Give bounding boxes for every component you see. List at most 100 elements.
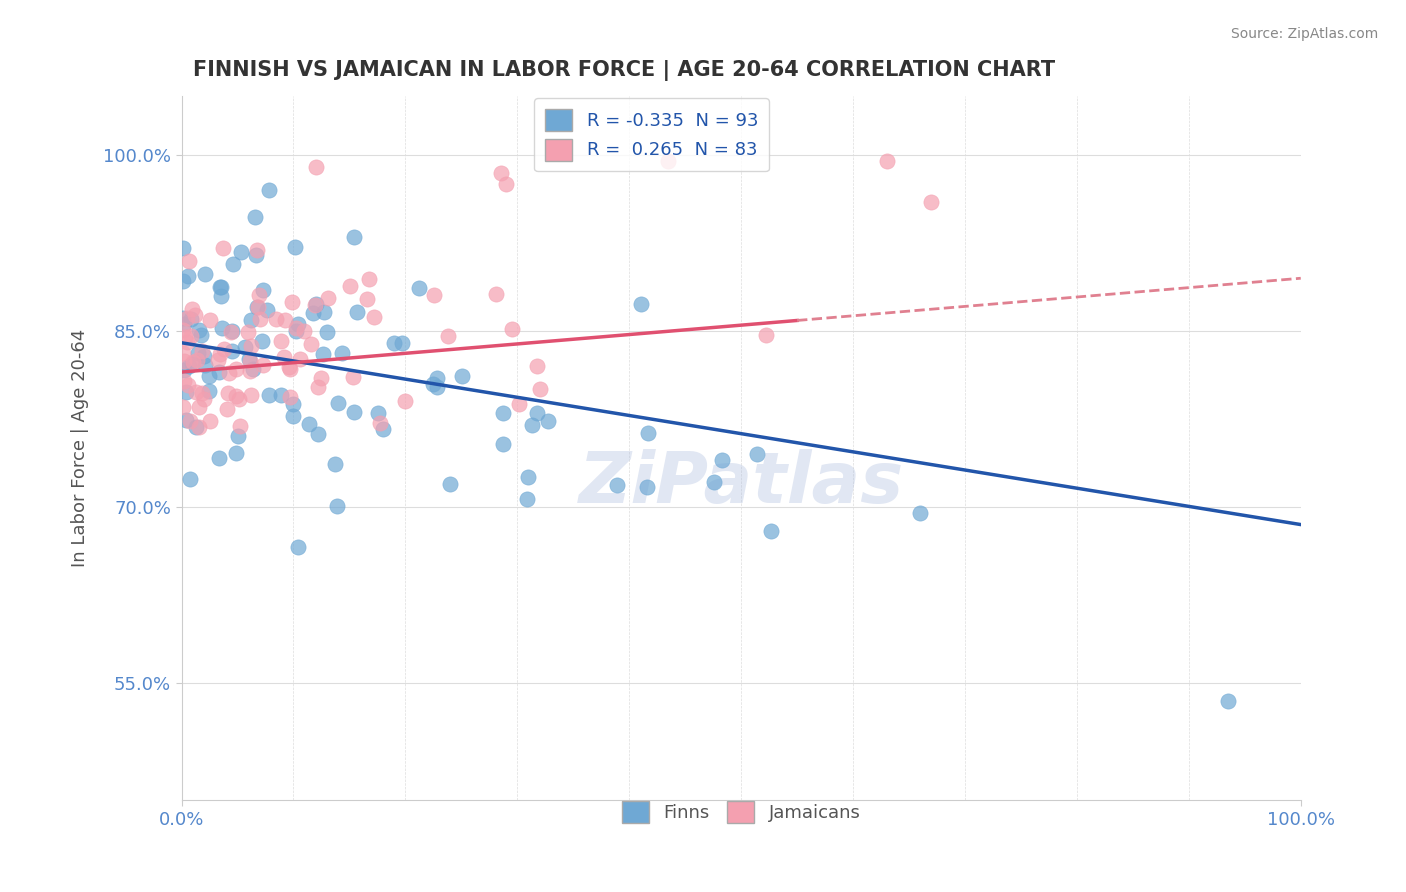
Finns [179, 472, 201, 486]
Finns [298, 417, 321, 431]
Finns [246, 300, 269, 314]
Finns [391, 336, 413, 351]
Jamaicans [174, 330, 197, 344]
Finns [238, 351, 260, 366]
Finns [537, 414, 560, 428]
Finns [174, 413, 197, 427]
Finns [180, 312, 202, 326]
Jamaicans [290, 352, 312, 367]
Jamaicans [219, 325, 242, 339]
Finns [221, 344, 243, 359]
Jamaicans [274, 313, 297, 327]
Finns [439, 477, 461, 491]
Finns [343, 405, 366, 419]
Finns [190, 328, 212, 343]
Jamaicans [422, 288, 444, 302]
Finns [761, 524, 783, 538]
Jamaicans [247, 288, 270, 302]
Finns [270, 388, 292, 402]
Jamaicans [183, 308, 205, 322]
Jamaicans [172, 346, 194, 360]
Finns [492, 406, 515, 420]
Finns [522, 418, 544, 433]
Finns [343, 229, 366, 244]
Finns [346, 305, 368, 319]
Y-axis label: In Labor Force | Age 20-64: In Labor Force | Age 20-64 [72, 329, 89, 567]
Jamaicans [278, 390, 301, 404]
Jamaicans [489, 166, 512, 180]
Finns [211, 321, 233, 335]
Jamaicans [193, 392, 215, 406]
Finns [193, 268, 215, 282]
Jamaicans [280, 362, 302, 376]
Finns [367, 406, 389, 420]
Finns [302, 306, 325, 320]
Jamaicans [318, 291, 340, 305]
Legend: Finns, Jamaicans: Finns, Jamaicans [610, 789, 872, 833]
Finns [172, 241, 194, 255]
Finns [287, 540, 309, 554]
Finns [710, 453, 733, 467]
Finns [233, 340, 256, 354]
Jamaicans [228, 419, 250, 434]
Finns [245, 248, 267, 262]
Finns [408, 281, 430, 295]
Finns [186, 419, 208, 434]
Finns [222, 257, 245, 271]
Finns [281, 409, 304, 424]
Jamaicans [228, 392, 250, 406]
Finns [312, 304, 335, 318]
Jamaicans [173, 374, 195, 388]
Finns [526, 406, 548, 420]
Finns [745, 447, 768, 461]
Finns [257, 388, 280, 402]
Finns [606, 477, 628, 491]
Jamaicans [214, 342, 236, 356]
Jamaicans [437, 329, 460, 343]
Text: FINNISH VS JAMAICAN IN LABOR FORCE | AGE 20-64 CORRELATION CHART: FINNISH VS JAMAICAN IN LABOR FORCE | AGE… [193, 60, 1054, 80]
Finns [225, 446, 247, 460]
Jamaicans [264, 311, 287, 326]
Jamaicans [184, 385, 207, 400]
Jamaicans [191, 385, 214, 400]
Finns [173, 318, 195, 332]
Jamaicans [246, 243, 269, 257]
Jamaicans [225, 389, 247, 403]
Finns [245, 210, 267, 224]
Jamaicans [876, 153, 898, 168]
Jamaicans [309, 371, 332, 385]
Finns [516, 491, 538, 506]
Jamaicans [207, 352, 229, 367]
Finns [287, 317, 309, 331]
Finns [326, 396, 349, 410]
Finns [323, 458, 346, 472]
Jamaicans [363, 310, 385, 324]
Jamaicans [292, 324, 315, 338]
Jamaicans [356, 292, 378, 306]
Finns [636, 480, 658, 494]
Finns [173, 363, 195, 377]
Finns [208, 280, 231, 294]
Jamaicans [246, 300, 269, 314]
Finns [208, 365, 231, 379]
Jamaicans [177, 377, 200, 392]
Finns [226, 429, 249, 443]
Jamaicans [249, 311, 271, 326]
Finns [257, 183, 280, 197]
Jamaicans [176, 335, 198, 350]
Jamaicans [281, 295, 304, 310]
Jamaicans [755, 327, 778, 342]
Jamaicans [239, 388, 262, 402]
Finns [209, 289, 232, 303]
Finns [315, 325, 337, 339]
Finns [172, 275, 194, 289]
Jamaicans [217, 386, 239, 401]
Finns [284, 240, 307, 254]
Jamaicans [179, 414, 201, 428]
Finns [630, 297, 652, 311]
Finns [426, 371, 449, 385]
Jamaicans [180, 329, 202, 343]
Jamaicans [209, 347, 232, 361]
Finns [198, 384, 221, 398]
Jamaicans [657, 153, 679, 168]
